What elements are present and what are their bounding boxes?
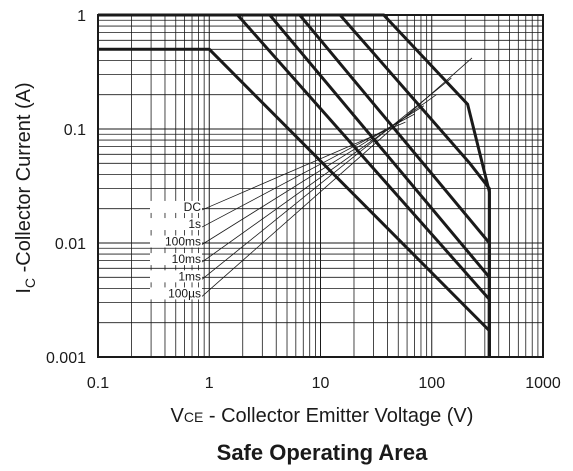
x-tick-label: 0.1	[87, 375, 109, 392]
y-axis-label-main: I	[13, 288, 35, 294]
callout-label: DC	[184, 200, 202, 214]
x-tick-label: 1	[205, 375, 214, 392]
y-tick-label: 1	[77, 8, 86, 25]
x-tick-label: 1000	[525, 375, 561, 392]
callout-leader	[201, 105, 425, 245]
callout-bg	[150, 200, 202, 213]
callout-leader	[201, 94, 437, 263]
callout-bg	[150, 235, 202, 248]
x-axis-label-rest: - Collector Emitter Voltage (V)	[203, 405, 473, 427]
series-line	[98, 13, 491, 357]
y-tick-label: 0.01	[55, 236, 86, 253]
callout-bg	[150, 270, 202, 283]
grid	[97, 15, 543, 358]
y-tick-labels: 0.001 0.01 0.1 1	[46, 8, 86, 367]
plot-frame	[97, 14, 544, 358]
callout-bg	[150, 218, 202, 231]
y-axis-label-sub: C	[22, 278, 38, 288]
chart-title: Safe Operating Area	[217, 440, 428, 465]
series-lines	[98, 13, 491, 357]
y-tick-label: 0.001	[46, 350, 86, 367]
x-axis-label: VCE - Collector Emitter Voltage (V)	[171, 405, 474, 427]
callout-label: 10ms	[172, 252, 201, 266]
callout-label: 1ms	[178, 269, 201, 283]
callout-bg	[150, 287, 202, 300]
y-axis-label: IC -Collector Current (A)	[13, 82, 38, 293]
callout-bg	[150, 253, 202, 266]
callout-leader	[201, 113, 415, 228]
callout-leader	[201, 57, 473, 297]
series-callouts: DC 1s 100ms 10ms 1ms 100µs	[150, 57, 473, 300]
x-axis-label-main: V	[171, 405, 185, 427]
callout-label: 100ms	[165, 235, 201, 249]
y-axis-label-rest: -Collector Current (A)	[13, 82, 35, 278]
callout-label: 100µs	[168, 286, 201, 300]
callout-label: 1s	[188, 217, 201, 231]
callout-leader	[201, 77, 452, 280]
y-tick-label: 0.1	[64, 122, 86, 139]
x-axis-label-sub: CE	[184, 409, 203, 425]
x-tick-label: 100	[418, 375, 445, 392]
x-tick-labels: 0.1 1 10 100 1000	[87, 375, 561, 392]
x-tick-label: 10	[312, 375, 330, 392]
